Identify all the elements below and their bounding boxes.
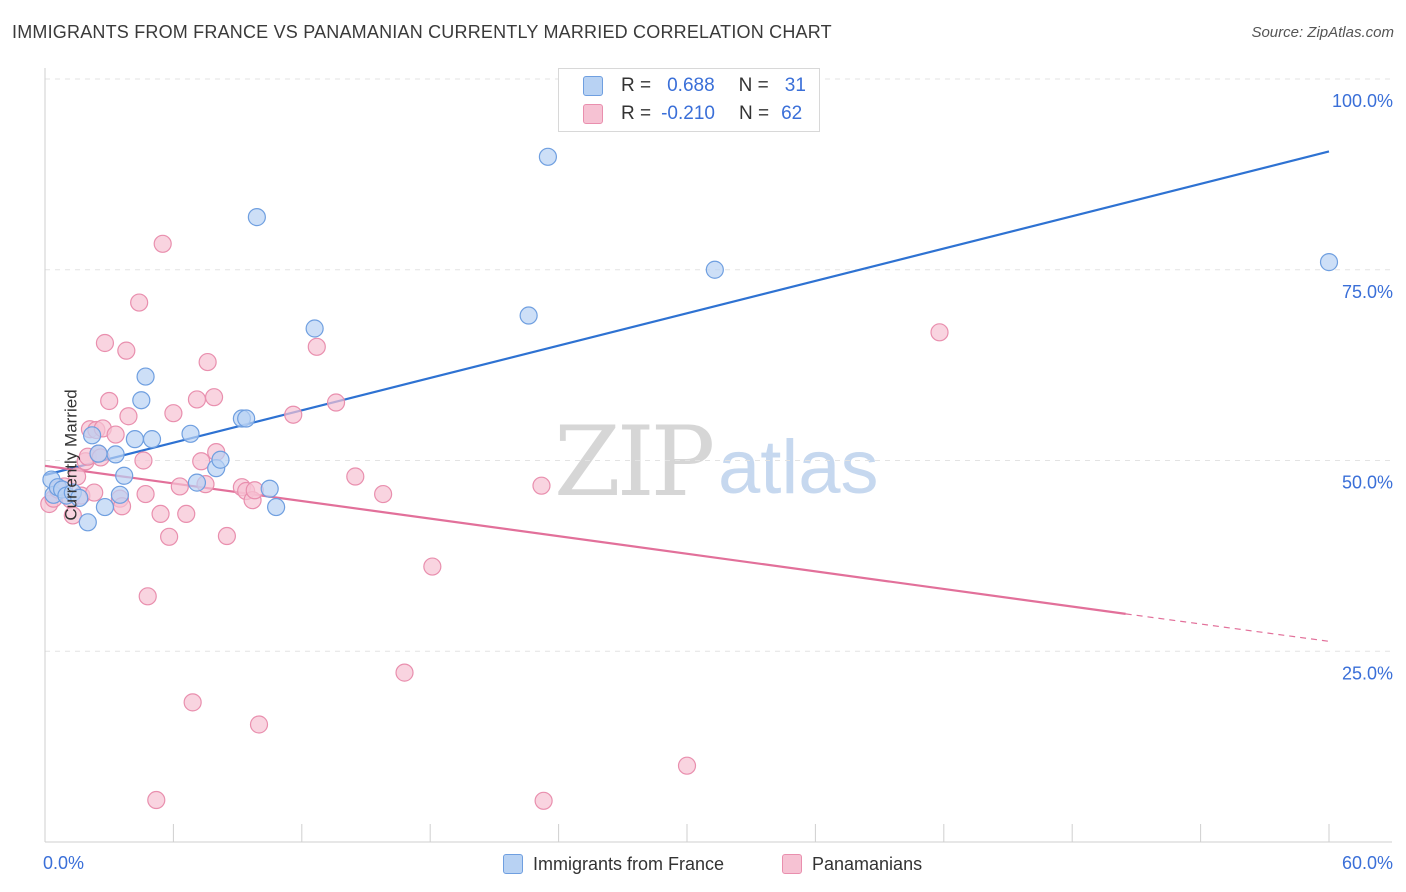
data-point-pink <box>95 333 115 353</box>
trend-line-blue <box>44 150 1330 477</box>
data-point-pink <box>532 476 551 495</box>
data-point-pink <box>245 481 264 500</box>
ticks-layer: 25.0% 50.0% 75.0% 100.0% 0.0% 60.0% <box>43 91 1393 873</box>
data-point-pink <box>138 587 157 606</box>
data-point-blue <box>70 488 89 507</box>
data-point-blue <box>305 319 324 338</box>
data-point-pink <box>177 504 196 524</box>
data-point-blue <box>142 430 162 449</box>
watermark-zip: ZIP <box>554 406 715 518</box>
data-point-blue <box>136 367 155 386</box>
bottom-legend-label-pink: Panamanians <box>812 853 923 874</box>
bottom-legend-pink: Panamanians <box>782 852 922 876</box>
data-point-blue <box>106 445 125 464</box>
y-tick-label: 100.0% <box>1332 91 1393 111</box>
data-point-pink <box>534 791 553 810</box>
data-point-pink <box>170 477 189 496</box>
bottom-legend-blue: Immigrants from France <box>503 852 724 876</box>
data-point-pink <box>374 484 393 504</box>
data-point-pink <box>198 352 217 372</box>
legend-swatch-pink <box>583 104 603 124</box>
watermark-atlas: atlas <box>718 425 879 510</box>
data-point-blue <box>260 479 279 498</box>
bottom-legend-swatch-pink <box>782 854 802 874</box>
data-point-pink <box>119 407 138 426</box>
data-point-pink <box>217 526 236 546</box>
data-point-pink <box>346 467 365 486</box>
axes-layer <box>44 68 1392 843</box>
data-point-blue <box>267 497 286 517</box>
trend-line-pink-extension <box>1125 613 1330 642</box>
data-point-blue <box>705 260 724 279</box>
data-point-pink <box>187 390 207 409</box>
legend-row-blue: R = 0.688 N = 31 <box>583 73 806 99</box>
data-point-pink <box>153 234 172 253</box>
legend-row-pink: R = -0.210 N = 62 <box>583 101 802 127</box>
data-point-pink <box>63 506 82 525</box>
legend-n-value-pink: 62 <box>781 103 803 124</box>
data-point-pink <box>130 293 149 312</box>
y-tick-label: 75.0% <box>1342 282 1393 302</box>
data-point-blue <box>125 430 144 449</box>
legend-swatch-blue <box>583 76 603 96</box>
data-point-blue <box>211 450 230 469</box>
y-tick-label: 25.0% <box>1342 663 1393 683</box>
data-point-pink <box>164 404 183 423</box>
legend-n-value-blue: 31 <box>784 75 806 96</box>
y-axis-label: Currently Married <box>61 389 81 521</box>
grid-layer <box>45 78 1392 652</box>
data-point-blue <box>181 424 200 443</box>
data-point-pink <box>106 425 125 444</box>
data-point-pink <box>204 388 224 407</box>
data-point-blue <box>1319 253 1339 272</box>
data-point-pink <box>930 323 949 342</box>
data-point-pink <box>307 337 326 356</box>
data-point-blue <box>187 473 207 492</box>
bottom-legend-swatch-blue <box>503 854 523 874</box>
legend-r-label: R = <box>621 75 652 96</box>
data-point-pink <box>151 504 170 524</box>
data-point-pink <box>147 790 166 810</box>
data-point-pink <box>160 527 179 546</box>
points-layer <box>40 147 1339 810</box>
data-point-pink <box>326 393 346 412</box>
data-point-pink <box>249 715 269 734</box>
data-point-pink <box>136 484 155 504</box>
x-tick-label-min: 0.0% <box>43 853 84 873</box>
data-point-pink <box>677 756 697 775</box>
trend-line-pink <box>44 464 1126 615</box>
data-point-pink <box>395 663 414 682</box>
legend-r-label: R = <box>621 103 652 124</box>
x-tick-label-max: 60.0% <box>1342 853 1393 873</box>
bottom-legend-label-blue: Immigrants from France <box>533 853 725 874</box>
data-point-blue <box>78 513 97 532</box>
data-point-pink <box>117 341 136 360</box>
data-point-blue <box>237 409 256 428</box>
chart-title: IMMIGRANTS FROM FRANCE VS PANAMANIAN CUR… <box>12 22 832 42</box>
source-credit: Source: ZipAtlas.com <box>1251 24 1394 41</box>
data-point-blue <box>115 466 134 485</box>
y-tick-label: 50.0% <box>1342 473 1393 493</box>
legend-n-label: N = <box>738 103 770 124</box>
correlation-legend: R = 0.688 N = 31 R = -0.210 N = 62 <box>558 68 820 132</box>
data-point-blue <box>538 147 558 166</box>
legend-r-value-blue: 0.688 <box>667 75 715 96</box>
data-point-pink <box>192 452 211 471</box>
data-point-blue <box>132 391 151 410</box>
data-point-pink <box>134 451 153 470</box>
legend-n-label: N = <box>738 75 769 96</box>
legend-r-value-pink: -0.210 <box>661 103 715 124</box>
data-point-blue <box>82 426 102 445</box>
trend-layer <box>44 150 1330 642</box>
data-point-pink <box>183 693 202 712</box>
data-point-pink <box>100 391 119 411</box>
data-point-blue <box>519 306 538 325</box>
data-point-pink <box>284 405 303 424</box>
data-point-blue <box>110 485 130 504</box>
data-point-blue <box>95 497 115 517</box>
data-point-blue <box>89 444 108 463</box>
data-point-blue <box>247 208 266 227</box>
data-point-pink <box>423 557 442 576</box>
